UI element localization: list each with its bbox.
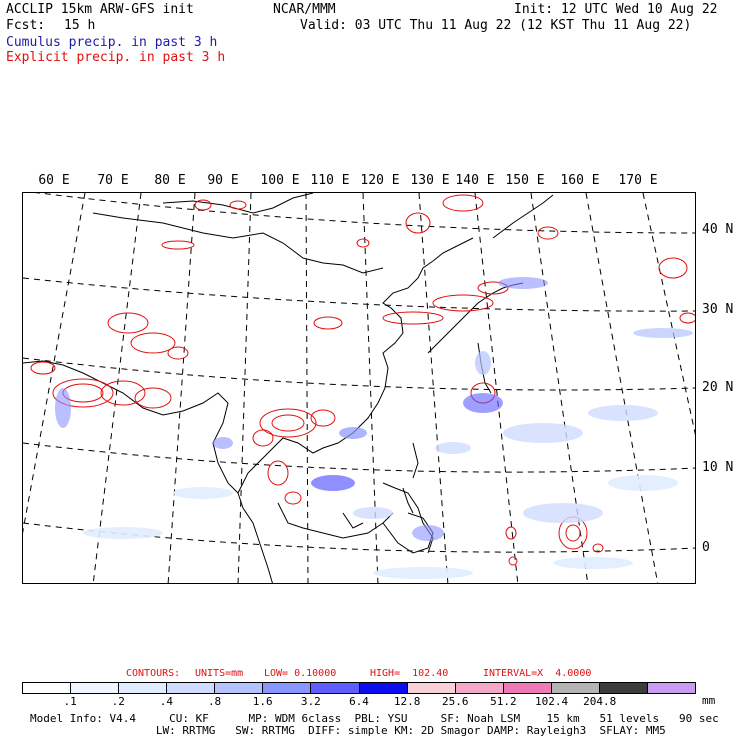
colorbar-swatch — [23, 683, 72, 693]
colorbar-swatch — [263, 683, 312, 693]
forecast-hour: 15 h — [64, 18, 96, 33]
lat-label: 20 N — [702, 380, 734, 395]
lon-label: 60 E — [38, 173, 70, 188]
precip-map — [22, 192, 696, 584]
colorbar-swatch — [359, 683, 408, 693]
cumulus-precip-patches — [55, 277, 693, 579]
coastlines — [23, 193, 554, 583]
lon-label: 100 E — [260, 173, 300, 188]
contours-units: UNITS=mm — [195, 668, 244, 679]
colorbar-swatch — [407, 683, 456, 693]
colorbar-swatch — [119, 683, 168, 693]
contours-interval: INTERVAL=X 4.0000 — [483, 668, 592, 679]
colorbar-tick-label: .4 — [159, 695, 174, 708]
contours-label: CONTOURS: — [126, 668, 181, 679]
colorbar-tick-label: 3.2 — [300, 695, 321, 708]
colorbar-swatch — [215, 683, 264, 693]
colorbar-tick-label: .1 — [63, 695, 77, 708]
lon-label: 170 E — [618, 173, 658, 188]
latitude-gridlines — [23, 193, 695, 553]
colorbar-tick-label: 51.2 — [490, 695, 517, 708]
colorbar-swatch — [648, 683, 696, 693]
colorbar-swatch — [311, 683, 360, 693]
colorbar-swatch — [71, 683, 120, 693]
legend-cumulus: Cumulus precip. in past 3 h — [6, 35, 218, 50]
colorbar-swatch — [599, 683, 649, 693]
lat-label: 30 N — [702, 302, 734, 317]
colorbar-tick-label: 25.6 — [442, 695, 469, 708]
lon-label: 70 E — [97, 173, 129, 188]
lat-label: 0 — [702, 540, 710, 555]
contours-low: LOW= 0.10000 — [264, 668, 337, 679]
colorbar-tick-label: 204.8 — [583, 695, 617, 708]
explicit-precip-contours — [30, 194, 695, 566]
colorbar-swatch — [455, 683, 504, 693]
colorbar-tick-label: 102.4 — [535, 695, 569, 708]
colorbar-tick-label: 12.8 — [393, 695, 421, 708]
lon-label: 90 E — [207, 173, 239, 188]
lon-label: 150 E — [505, 173, 545, 188]
contours-high: HIGH= 102.40 — [370, 668, 449, 679]
colorbar-swatch — [503, 683, 552, 693]
colorbar-unit: mm — [702, 694, 716, 707]
colorbar-swatch — [167, 683, 216, 693]
plot-title: ACCLIP 15km ARW-GFS init — [6, 2, 194, 17]
colorbar-swatch — [551, 683, 600, 693]
colorbar — [22, 682, 696, 694]
lon-label: 120 E — [360, 173, 400, 188]
lat-label: 40 N — [702, 222, 734, 237]
colorbar-tick-label: .2 — [111, 695, 125, 708]
lon-label: 110 E — [310, 173, 350, 188]
init-time: Init: 12 UTC Wed 10 Aug 22 — [514, 2, 718, 17]
forecast-label: Fcst: — [6, 18, 46, 33]
center-name: NCAR/MMM — [273, 2, 336, 17]
model-info-line1: Model Info: V4.4 CU: KF MP: WDM 6class P… — [30, 712, 719, 725]
valid-time: Valid: 03 UTC Thu 11 Aug 22 (12 KST Thu … — [300, 18, 692, 33]
lon-label: 160 E — [560, 173, 600, 188]
legend-explicit: Explicit precip. in past 3 h — [6, 50, 226, 65]
model-info-line2: LW: RRTMG SW: RRTMG DIFF: simple KM: 2D … — [30, 724, 666, 737]
lon-label: 80 E — [154, 173, 186, 188]
longitude-gridlines — [23, 193, 695, 583]
lon-label: 140 E — [455, 173, 495, 188]
lat-label: 10 N — [702, 460, 734, 475]
colorbar-tick-label: .8 — [207, 695, 222, 708]
map-canvas — [23, 193, 695, 583]
lon-label: 130 E — [410, 173, 450, 188]
colorbar-tick-label: 6.4 — [349, 695, 369, 708]
colorbar-tick-label: 1.6 — [252, 695, 273, 708]
